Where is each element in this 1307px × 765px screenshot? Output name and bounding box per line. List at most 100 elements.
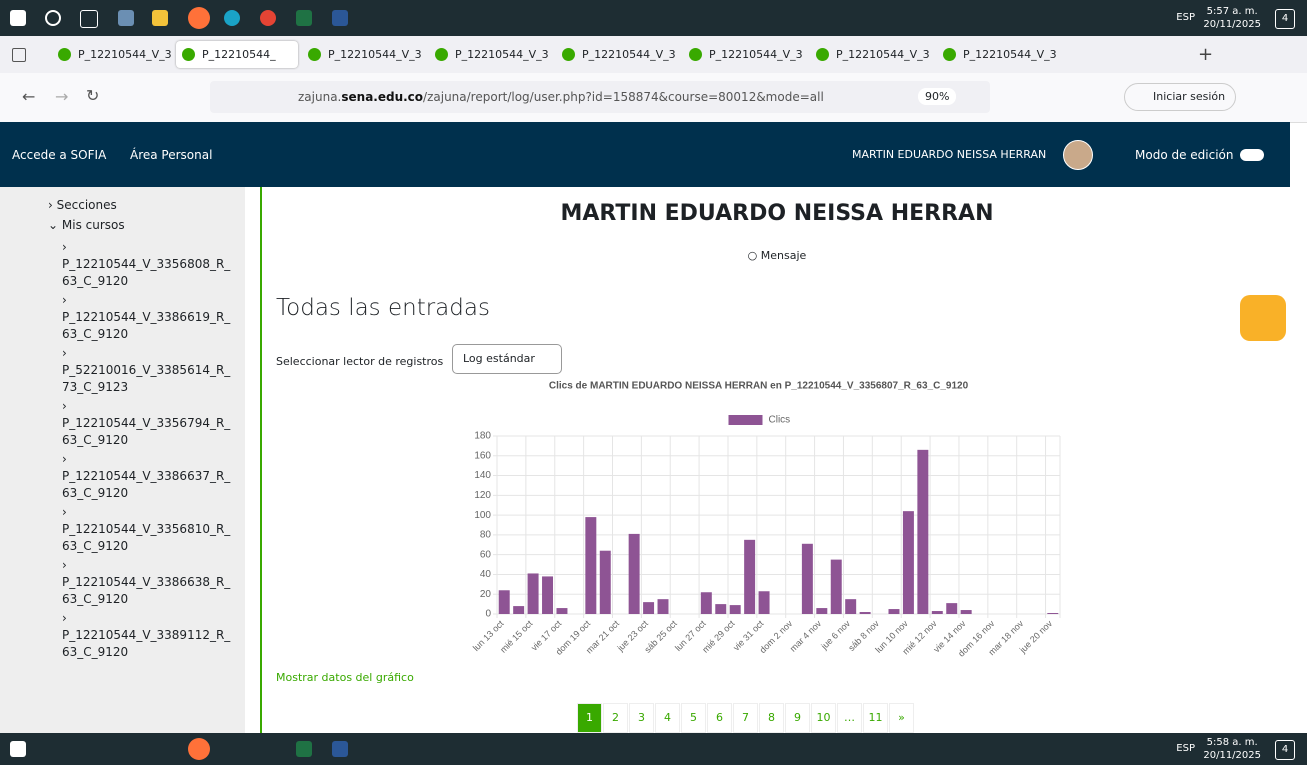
- firefox-icon[interactable]: [188, 7, 210, 29]
- url-path: /zajuna/report/log/user.php?id=158874&co…: [423, 90, 824, 104]
- bar: [730, 605, 741, 614]
- language[interactable]: ESP: [1176, 743, 1195, 754]
- page-link[interactable]: 5: [681, 703, 706, 733]
- course-link[interactable]: P_12210544_V_3386637_R_63_C_9120: [62, 468, 232, 502]
- course-item[interactable]: ›P_12210544_V_3356794_R_63_C_9120: [0, 396, 245, 449]
- log-selector[interactable]: Log estándar: [452, 344, 562, 374]
- page-link[interactable]: 9: [785, 703, 810, 733]
- course-item[interactable]: ›P_12210544_V_3356808_R_63_C_9120: [0, 237, 245, 290]
- page-link[interactable]: 3: [629, 703, 654, 733]
- page-link[interactable]: 7: [733, 703, 758, 733]
- course-link[interactable]: P_12210544_V_3356808_R_63_C_9120: [62, 256, 232, 290]
- expand-icon: ›: [62, 398, 245, 415]
- page-link[interactable]: 4: [655, 703, 680, 733]
- y-tick-label: 180: [474, 431, 491, 442]
- browser-tab[interactable]: P_12210544_V_3: [810, 41, 932, 68]
- sections-link[interactable]: › Secciones: [0, 187, 245, 215]
- start-button[interactable]: [10, 10, 26, 26]
- forward-button[interactable]: →: [55, 87, 68, 106]
- show-chart-data[interactable]: Mostrar datos del gráfico: [276, 671, 414, 684]
- reload-button[interactable]: ↻: [86, 86, 99, 105]
- task-view[interactable]: [80, 10, 98, 28]
- excel-icon[interactable]: [296, 741, 312, 757]
- course-link[interactable]: P_12210544_V_3356794_R_63_C_9120: [62, 415, 232, 449]
- excel-icon[interactable]: [296, 10, 312, 26]
- browser-tab[interactable]: P_12210544_V_3: [683, 41, 805, 68]
- message-label: Mensaje: [761, 249, 807, 262]
- language[interactable]: ESP: [1176, 12, 1195, 23]
- taskbar-bottom: ESP 5:58 a. m.20/11/2025 4: [0, 733, 1307, 765]
- browser-tab[interactable]: P_12210544_: [176, 41, 298, 68]
- edge-icon[interactable]: [224, 10, 240, 26]
- sign-in-button[interactable]: Iniciar sesión: [1124, 83, 1236, 111]
- x-tick-label: mar 4 nov: [788, 618, 824, 654]
- back-button[interactable]: ←: [22, 87, 35, 106]
- course-item[interactable]: ›P_12210544_V_3356810_R_63_C_9120: [0, 502, 245, 555]
- browser-tab[interactable]: P_12210544_V_3: [52, 41, 174, 68]
- bar: [715, 604, 726, 614]
- word-icon[interactable]: [332, 741, 348, 757]
- bar: [499, 590, 510, 614]
- address-row: ← → ↻ zajuna.sena.edu.co/zajuna/report/l…: [0, 73, 1307, 123]
- date: 20/11/2025: [1203, 749, 1261, 762]
- course-link[interactable]: P_12210544_V_3386638_R_63_C_9120: [62, 574, 232, 608]
- page-link[interactable]: 10: [811, 703, 836, 733]
- start-button[interactable]: [10, 741, 26, 757]
- page-link[interactable]: 6: [707, 703, 732, 733]
- explorer-icon[interactable]: [152, 10, 168, 26]
- help-button[interactable]: [1240, 295, 1286, 341]
- page-link[interactable]: 11: [863, 703, 888, 733]
- page-link[interactable]: 2: [603, 703, 628, 733]
- course-item[interactable]: ›P_12210544_V_3386638_R_63_C_9120: [0, 555, 245, 608]
- url-bar[interactable]: zajuna.sena.edu.co/zajuna/report/log/use…: [210, 81, 990, 113]
- search-button[interactable]: [45, 10, 61, 26]
- zoom-level[interactable]: 90%: [918, 88, 956, 105]
- word-icon[interactable]: [332, 10, 348, 26]
- page-link[interactable]: …: [837, 703, 862, 733]
- firefox-icon[interactable]: [188, 738, 210, 760]
- page-link[interactable]: 8: [759, 703, 784, 733]
- course-link[interactable]: P_12210544_V_3386619_R_63_C_9120: [62, 309, 232, 343]
- bar: [831, 560, 842, 614]
- bar: [816, 608, 827, 614]
- avatar[interactable]: [1063, 140, 1093, 170]
- course-link[interactable]: P_12210544_V_3356810_R_63_C_9120: [62, 521, 232, 555]
- expand-icon: ›: [62, 557, 245, 574]
- user-name[interactable]: MARTIN EDUARDO NEISSA HERRAN: [852, 148, 1046, 161]
- browser-tab[interactable]: P_12210544_V_3: [937, 41, 1059, 68]
- browser-tab[interactable]: P_12210544_V_3: [302, 41, 424, 68]
- notifications[interactable]: 4: [1275, 9, 1295, 29]
- page-link[interactable]: »: [889, 703, 914, 733]
- chrome-icon[interactable]: [260, 10, 276, 26]
- new-tab[interactable]: +: [1198, 44, 1213, 65]
- browser-tab[interactable]: P_12210544_V_3: [429, 41, 551, 68]
- page-link[interactable]: 1: [577, 703, 602, 733]
- chart: Clics de MARTIN EDUARDO NEISSA HERRAN en…: [440, 378, 1080, 668]
- course-item[interactable]: ›P_52210016_V_3385614_R_73_C_9123: [0, 343, 245, 396]
- bar: [643, 602, 654, 614]
- browser-tab[interactable]: P_12210544_V_3: [556, 41, 678, 68]
- app-icon[interactable]: [118, 10, 134, 26]
- course-link[interactable]: P_12210544_V_3389112_R_63_C_9120: [62, 627, 232, 661]
- bar: [845, 599, 856, 614]
- my-courses-link[interactable]: ⌄ Mis cursos: [0, 215, 245, 237]
- bar: [744, 540, 755, 614]
- message-link[interactable]: ○ Mensaje: [262, 249, 1292, 262]
- tab-list-button[interactable]: [12, 48, 26, 62]
- course-item[interactable]: ›P_12210544_V_3389112_R_63_C_9120: [0, 608, 245, 661]
- url-domain: sena.edu.co: [341, 90, 423, 104]
- edit-mode-toggle[interactable]: [1240, 149, 1264, 161]
- clock[interactable]: 5:58 a. m.20/11/2025: [1203, 736, 1261, 762]
- nav-link[interactable]: Área Personal: [130, 148, 212, 162]
- expand-icon: ›: [62, 292, 245, 309]
- clock[interactable]: 5:57 a. m.20/11/2025: [1203, 5, 1261, 31]
- course-link[interactable]: P_52210016_V_3385614_R_73_C_9123: [62, 362, 232, 396]
- nav-link[interactable]: Accede a SOFIA: [12, 148, 106, 162]
- course-item[interactable]: ›P_12210544_V_3386619_R_63_C_9120: [0, 290, 245, 343]
- bar: [1047, 613, 1058, 614]
- date: 20/11/2025: [1203, 18, 1261, 31]
- time: 5:58 a. m.: [1203, 736, 1261, 749]
- notifications[interactable]: 4: [1275, 740, 1295, 760]
- course-item[interactable]: ›P_12210544_V_3386637_R_63_C_9120: [0, 449, 245, 502]
